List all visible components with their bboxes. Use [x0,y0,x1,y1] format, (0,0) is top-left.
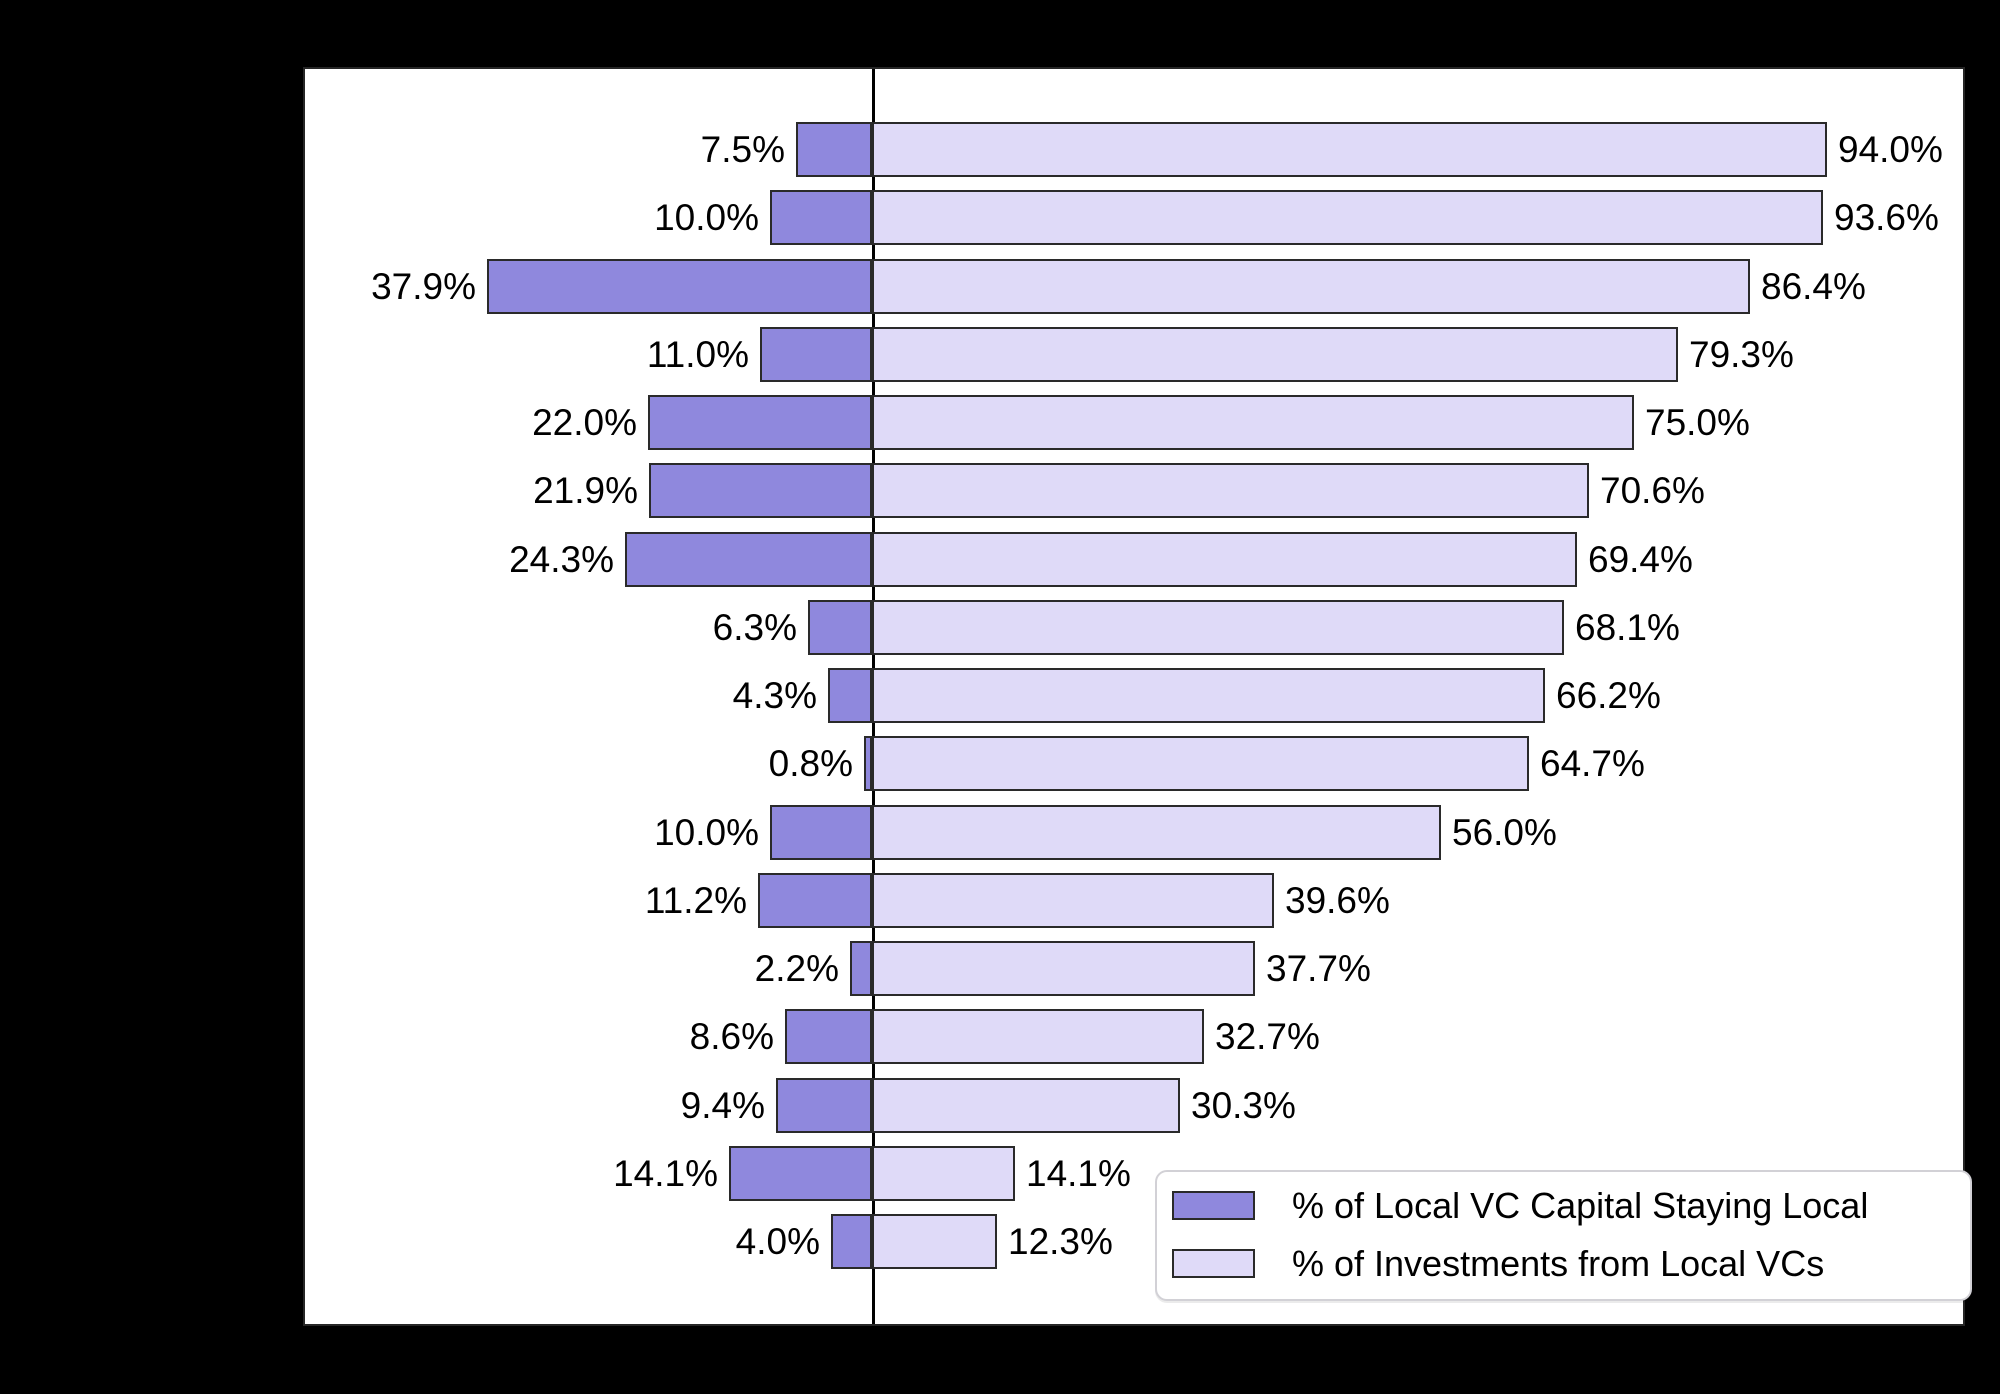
bar-right-investments-from-local [872,736,1529,791]
bar-left-capital-staying-local [487,259,872,314]
bar-row: 37.9% 86.4% [305,259,1963,314]
value-label-right: 86.4% [1761,266,1866,307]
value-label-left: 8.6% [689,1016,774,1057]
bar-left-capital-staying-local [758,873,872,928]
value-label-left: 37.9% [371,266,476,307]
bar-right-investments-from-local [872,1214,997,1269]
bar-left-capital-staying-local [850,941,872,996]
bar-left-capital-staying-local [770,805,872,860]
bar-row: 6.3% 68.1% [305,600,1963,655]
value-label-left: 14.1% [613,1153,718,1194]
bar-left-capital-staying-local [649,463,872,518]
bar-row: 10.0% 93.6% [305,190,1963,245]
bar-right-investments-from-local [872,327,1678,382]
bar-left-capital-staying-local [785,1009,872,1064]
bar-row: 10.0% 56.0% [305,805,1963,860]
legend-label: % of Investments from Local VCs [1292,1243,1825,1284]
value-label-right: 32.7% [1215,1016,1320,1057]
bar-left-capital-staying-local [729,1146,872,1201]
bar-row: 11.0% 79.3% [305,327,1963,382]
bar-row: 14.1% 14.1% [305,1146,1963,1201]
bar-right-investments-from-local [872,600,1564,655]
value-label-right: 93.6% [1834,197,1939,238]
bar-right-investments-from-local [872,1009,1204,1064]
bar-left-capital-staying-local [776,1078,872,1133]
value-label-left: 6.3% [712,607,797,648]
legend-swatch-capital-staying-local [1172,1191,1255,1220]
bar-left-capital-staying-local [796,122,872,177]
value-label-left: 22.0% [532,402,637,443]
bar-row: 8.6% 32.7% [305,1009,1963,1064]
value-label-left: 2.2% [754,948,839,989]
bar-right-investments-from-local [872,941,1255,996]
value-label-left: 11.2% [644,880,747,921]
legend-entry: % of Investments from Local VCs [1157,1235,1970,1293]
value-label-left: 11.0% [646,334,749,375]
value-label-right: 64.7% [1540,743,1645,784]
bar-right-investments-from-local [872,259,1750,314]
value-label-left: 4.0% [735,1221,820,1262]
value-label-left: 7.5% [700,129,785,170]
bar-right-investments-from-local [872,395,1634,450]
bar-row: 24.3% 69.4% [305,532,1963,587]
value-label-left: 0.8% [768,743,853,784]
value-label-right: 69.4% [1588,539,1693,580]
value-label-right: 79.3% [1689,334,1794,375]
value-label-left: 10.0% [654,812,759,853]
bar-right-investments-from-local [872,668,1545,723]
bar-right-investments-from-local [872,532,1577,587]
value-label-left: 9.4% [680,1085,765,1126]
legend-label: % of Local VC Capital Staying Local [1292,1185,1869,1226]
bar-right-investments-from-local [872,1146,1015,1201]
bar-right-investments-from-local [872,1078,1180,1133]
value-label-right: 56.0% [1452,812,1557,853]
value-label-left: 21.9% [533,470,638,511]
bar-row: 2.2% 37.7% [305,941,1963,996]
bar-left-capital-staying-local [864,736,872,791]
bar-row: 0.8% 64.7% [305,736,1963,791]
value-label-left: 10.0% [654,197,759,238]
bar-row: 4.3% 66.2% [305,668,1963,723]
bar-row: 9.4% 30.3% [305,1078,1963,1133]
value-label-right: 14.1% [1026,1153,1131,1194]
bar-row: 7.5% 94.0% [305,122,1963,177]
bar-left-capital-staying-local [831,1214,872,1269]
legend-entry: % of Local VC Capital Staying Local [1157,1177,1970,1235]
bar-right-investments-from-local [872,122,1827,177]
bar-right-investments-from-local [872,873,1274,928]
value-label-right: 94.0% [1838,129,1943,170]
bar-row: 21.9% 70.6% [305,463,1963,518]
value-label-right: 66.2% [1556,675,1661,716]
value-label-right: 75.0% [1645,402,1750,443]
plot-area: 7.5% 94.0% 10.0% 93.6% 37.9% 86.4% 11.0% 79.3% 2… [303,67,1972,1326]
bar-row: 11.2% 39.6% [305,873,1963,928]
bar-left-capital-staying-local [808,600,872,655]
value-label-left: 4.3% [732,675,817,716]
legend-swatch-investments-from-local [1172,1249,1255,1278]
value-label-right: 37.7% [1266,948,1371,989]
bar-left-capital-staying-local [625,532,872,587]
bar-right-investments-from-local [872,463,1589,518]
value-label-right: 12.3% [1008,1221,1113,1262]
value-label-right: 68.1% [1575,607,1680,648]
bar-right-investments-from-local [872,190,1823,245]
bars-container: 7.5% 94.0% 10.0% 93.6% 37.9% 86.4% 11.0% 79.3% 2… [305,69,1972,1324]
bar-left-capital-staying-local [648,395,872,450]
bar-row: 4.0% 12.3% [305,1214,1963,1269]
legend: % of Local VC Capital Staying Local % of… [1155,1170,1972,1301]
value-label-right: 70.6% [1600,470,1705,511]
value-label-right: 39.6% [1285,880,1390,921]
bar-row: 22.0% 75.0% [305,395,1963,450]
bar-right-investments-from-local [872,805,1441,860]
value-label-left: 24.3% [509,539,614,580]
bar-left-capital-staying-local [828,668,872,723]
bar-left-capital-staying-local [770,190,872,245]
bar-left-capital-staying-local [760,327,872,382]
value-label-right: 30.3% [1191,1085,1296,1126]
